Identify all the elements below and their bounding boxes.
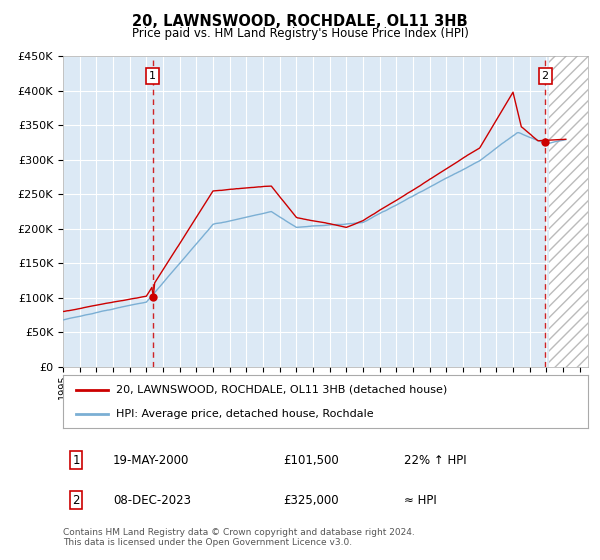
- Text: 22% ↑ HPI: 22% ↑ HPI: [404, 454, 467, 466]
- Text: 1: 1: [73, 454, 80, 466]
- Text: Contains HM Land Registry data © Crown copyright and database right 2024.
This d: Contains HM Land Registry data © Crown c…: [63, 528, 415, 547]
- Bar: [549, 56, 588, 367]
- Text: £325,000: £325,000: [284, 494, 339, 507]
- Text: £101,500: £101,500: [284, 454, 339, 466]
- Text: 2: 2: [542, 71, 549, 81]
- Text: 20, LAWNSWOOD, ROCHDALE, OL11 3HB: 20, LAWNSWOOD, ROCHDALE, OL11 3HB: [132, 14, 468, 29]
- Text: Price paid vs. HM Land Registry's House Price Index (HPI): Price paid vs. HM Land Registry's House …: [131, 27, 469, 40]
- Text: 20, LAWNSWOOD, ROCHDALE, OL11 3HB (detached house): 20, LAWNSWOOD, ROCHDALE, OL11 3HB (detac…: [115, 385, 447, 395]
- Text: ≈ HPI: ≈ HPI: [404, 494, 437, 507]
- Text: 2: 2: [73, 494, 80, 507]
- Text: 19-MAY-2000: 19-MAY-2000: [113, 454, 189, 466]
- Text: 08-DEC-2023: 08-DEC-2023: [113, 494, 191, 507]
- Text: 1: 1: [149, 71, 156, 81]
- Text: HPI: Average price, detached house, Rochdale: HPI: Average price, detached house, Roch…: [115, 409, 373, 419]
- Bar: [549, 56, 588, 367]
